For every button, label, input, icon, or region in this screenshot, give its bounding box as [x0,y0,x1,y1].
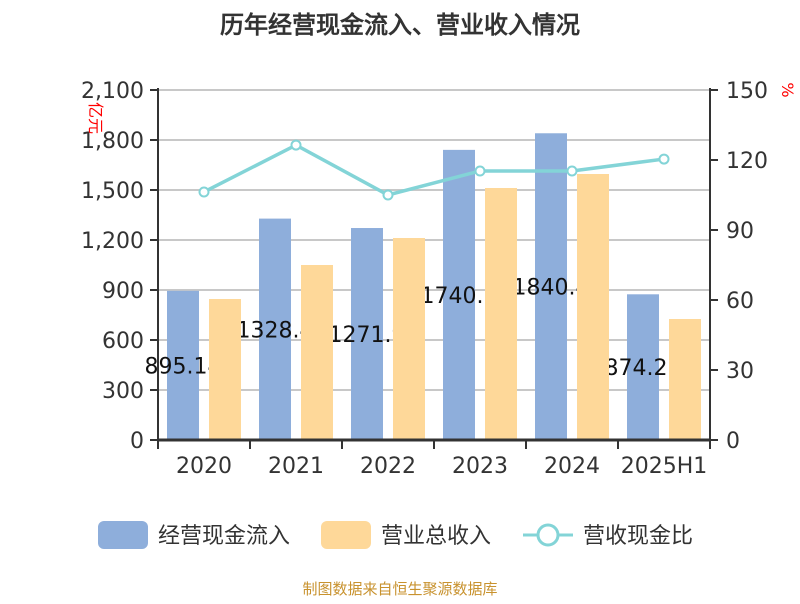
x-tick-label: 2020 [176,454,232,479]
bar-revenue [393,238,425,440]
x-tick-label: 2025H1 [621,454,708,479]
bar-cash-inflow [351,228,383,440]
point-ratio [290,139,302,151]
y-left-tick-label: 2,100 [81,79,144,104]
y-left-tick-label: 0 [130,429,144,454]
point-ratio [474,165,486,177]
x-axis: 2020 2021 2022 2023 2024 2025H1 [157,438,711,479]
y-left-tick-label: 300 [102,379,144,404]
series-revenue [209,174,701,440]
bar-cash-inflow [535,133,567,440]
y-right-tick-label: 30 [726,359,754,384]
y-left-tick-label: 1,800 [81,129,144,154]
legend-swatch-revenue [321,521,371,549]
source-note: 制图数据来自恒生聚源数据库 [302,580,497,598]
line-ratio [203,143,665,197]
y-right-tick-label: 120 [726,149,768,174]
y-axis-right: 0 30 60 90 120 150 [709,79,768,454]
bar-revenue [669,319,701,440]
point-ratio [198,186,210,198]
y-left-tick-label: 600 [102,329,144,354]
legend-label-cash-inflow[interactable]: 经营现金流入 [158,524,290,549]
bar-cash-inflow [627,294,659,440]
bar-revenue [485,188,517,440]
data-label: 1840.4 [513,276,590,301]
data-label: 1740.8 [421,284,498,309]
bar-revenue [209,299,241,440]
data-label: 1328.4 [237,318,314,343]
bar-revenue [301,265,333,440]
y-axis-right-unit: % [778,82,797,97]
y-left-tick-label: 1,200 [81,229,144,254]
y-right-tick-label: 150 [726,79,768,104]
series-cash-inflow [167,133,659,440]
data-labels: 895.14 1328.4 1271.9 1740.8 1840.4 874.22 [145,276,682,382]
data-label: 895.14 [145,354,222,379]
legend-label-ratio[interactable]: 营收现金比 [583,524,693,549]
legend-swatch-cash-inflow [98,521,148,549]
point-ratio [566,165,578,177]
bar-cash-inflow [443,149,475,440]
y-left-tick-label: 1,500 [81,179,144,204]
bar-cash-inflow [259,218,291,440]
gridlines [158,89,710,391]
x-tick-label: 2024 [544,454,600,479]
y-right-tick-label: 90 [726,219,754,244]
bar-revenue [577,174,609,440]
x-tick-label: 2021 [268,454,324,479]
bar-cash-inflow [167,290,199,440]
y-axis-left: 0 300 600 900 1,200 1,500 1,800 2,100 [81,79,159,454]
legend-marker-ratio [536,523,560,547]
x-tick-label: 2023 [452,454,508,479]
y-left-tick-label: 900 [102,279,144,304]
chart-title: 历年经营现金流入、营业收入情况 [220,11,580,39]
y-right-tick-label: 60 [726,289,754,314]
y-axis-left-unit: 亿元 [86,102,105,134]
point-ratio [658,153,670,165]
data-label: 874.22 [605,356,682,381]
point-ratio [382,189,394,201]
x-tick-label: 2022 [360,454,416,479]
legend[interactable]: 经营现金流入 营业总收入 营收现金比 [98,521,693,549]
legend-label-revenue[interactable]: 营业总收入 [381,524,491,549]
data-label: 1271.9 [329,323,406,348]
y-right-tick-label: 0 [726,429,740,454]
series-ratio [198,139,670,201]
